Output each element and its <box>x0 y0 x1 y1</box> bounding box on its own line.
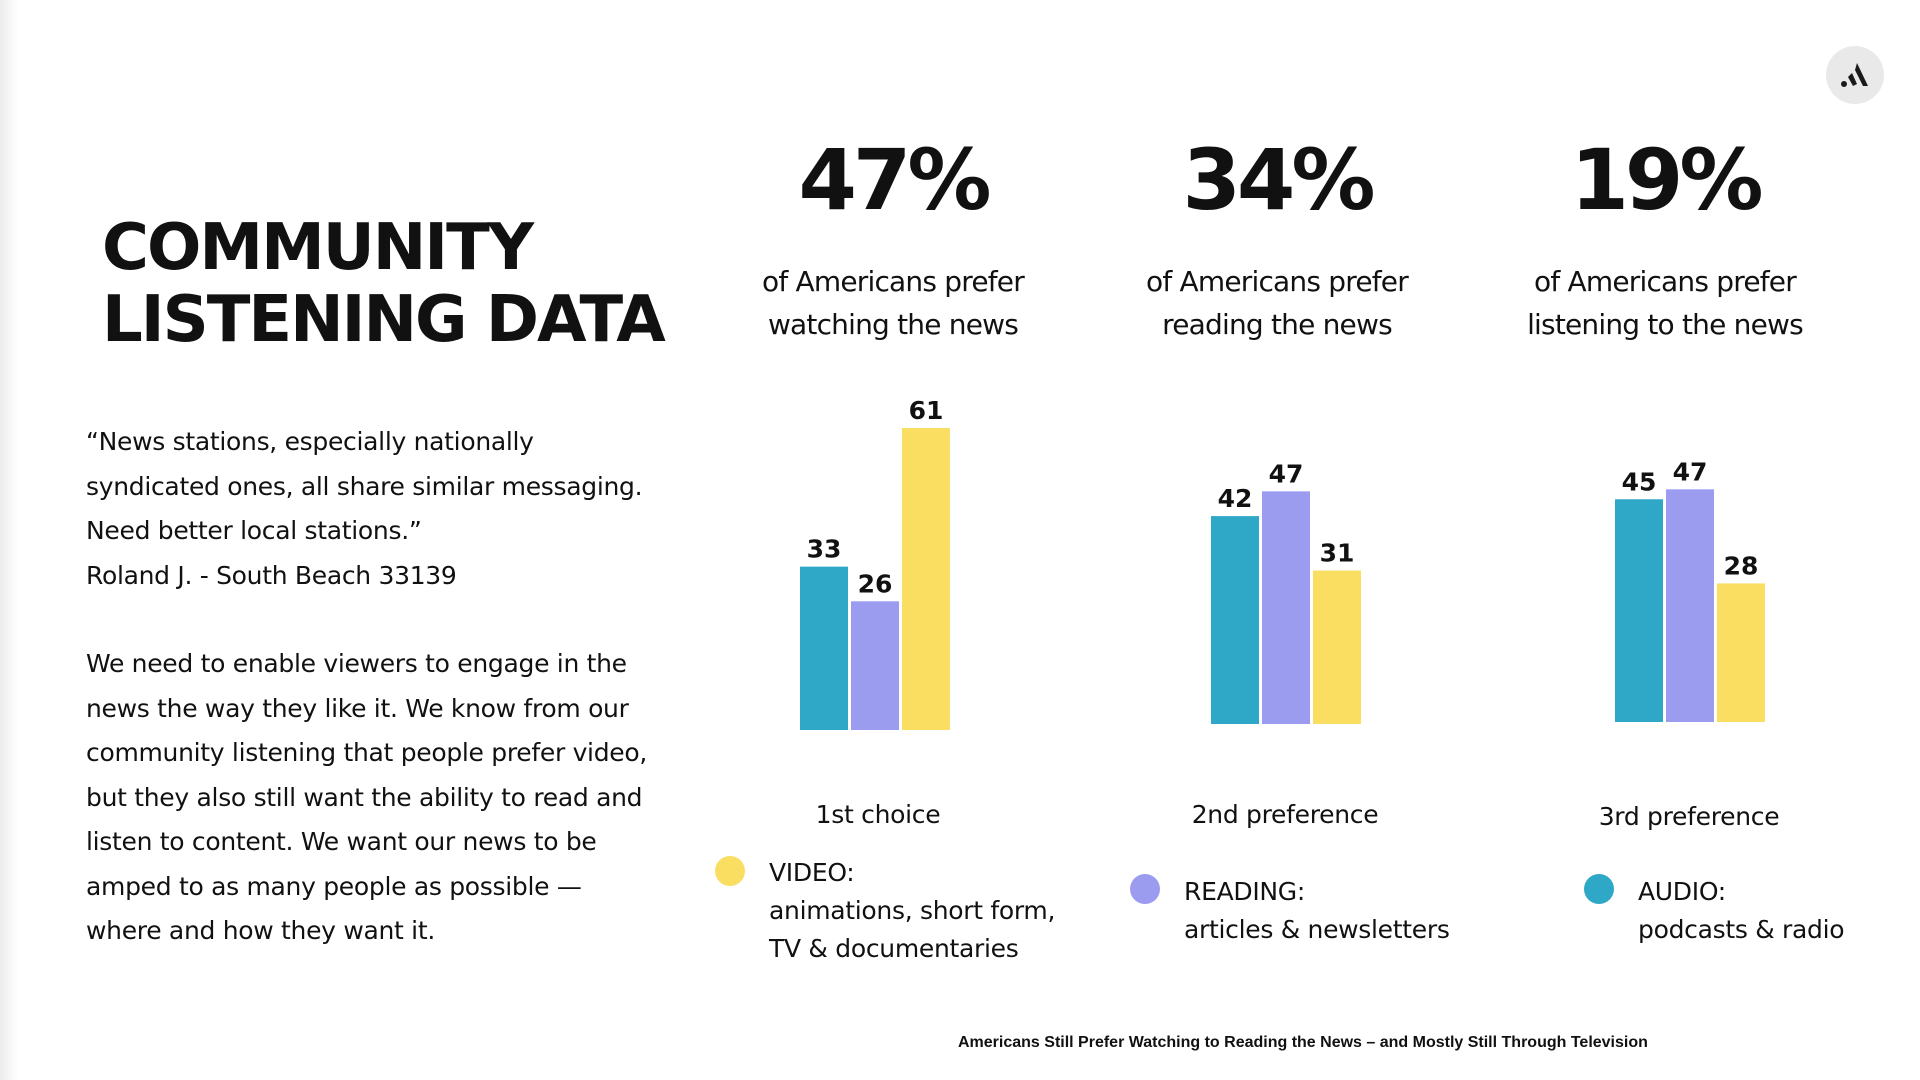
bar-chart-1: 33 26 61 <box>800 396 950 730</box>
body-line: community listening that people prefer v… <box>86 738 648 767</box>
caption-line: watching the news <box>767 308 1019 341</box>
data-label: 47 <box>1269 459 1304 488</box>
data-label: 45 <box>1622 467 1657 496</box>
stat-caption-reading: of Americans prefer reading the news <box>1107 260 1447 346</box>
legend-line: animations, short form, <box>769 896 1056 925</box>
stat-percent-reading: 34% <box>1182 131 1375 229</box>
legend-dot-reading <box>1130 874 1160 904</box>
stat-caption-watching: of Americans prefer watching the news <box>723 260 1063 346</box>
page-title: COMMUNITY LISTENING DATA <box>102 211 666 357</box>
title-line: LISTENING DATA <box>102 283 666 357</box>
caption-line: reading the news <box>1162 308 1393 341</box>
data-label: 28 <box>1724 551 1759 580</box>
bar-video <box>902 428 950 730</box>
quote-line: syndicated ones, all share similar messa… <box>86 471 643 501</box>
data-label: 47 <box>1673 457 1708 486</box>
body-line: news the way they like it. We know from … <box>86 693 629 723</box>
bar-reading <box>1262 491 1310 724</box>
bar-chart-2: 42 47 31 <box>1211 459 1361 724</box>
caption-line: of Americans prefer <box>762 265 1025 298</box>
chart-label-3rd-preference: 3rd preference <box>1598 802 1780 831</box>
legend-dot-video <box>715 856 745 886</box>
body-line: but they also still want the ability to … <box>86 782 643 812</box>
brand-logo-icon[interactable] <box>1826 46 1884 104</box>
title-line: COMMUNITY <box>102 211 534 285</box>
customer-quote: “News stations, especially nationally sy… <box>86 420 686 598</box>
source-citation: Americans Still Prefer Watching to Readi… <box>958 1034 1648 1051</box>
left-edge-shade <box>0 0 18 1080</box>
bar-reading <box>851 601 899 730</box>
legend-line: TV & documentaries <box>769 934 1019 963</box>
body-line: We need to enable viewers to engage in t… <box>86 649 627 678</box>
chart-label-2nd-preference: 2nd preference <box>1191 800 1379 829</box>
bar-video <box>1313 570 1361 724</box>
legend-line: VIDEO: <box>769 858 855 887</box>
data-label: 33 <box>807 535 842 564</box>
data-label: 61 <box>909 396 944 425</box>
caption-line: of Americans prefer <box>1534 265 1797 298</box>
bar-audio <box>1615 499 1663 722</box>
bar-audio <box>800 566 848 730</box>
caption-line: of Americans prefer <box>1146 265 1409 298</box>
legend-reading: READING: articles & newsletters <box>1184 873 1450 949</box>
brand-logo-glyph <box>1841 63 1868 87</box>
body-line: where and how they want it. <box>86 916 435 945</box>
quote-line: “News stations, especially nationally <box>86 427 534 456</box>
legend-line: podcasts & radio <box>1638 915 1845 944</box>
legend-line: AUDIO: <box>1638 877 1726 906</box>
stat-percent-watching: 47% <box>798 131 991 229</box>
legend-video: VIDEO: animations, short form, TV & docu… <box>769 854 1055 968</box>
caption-line: listening to the news <box>1527 308 1804 341</box>
data-label: 42 <box>1218 484 1253 513</box>
legend-audio: AUDIO: podcasts & radio <box>1638 873 1845 949</box>
bar-reading <box>1666 489 1714 722</box>
bar-video <box>1717 583 1765 722</box>
legend-line: READING: <box>1184 877 1305 906</box>
legend-dot-audio <box>1584 874 1614 904</box>
chart-label-1st-choice: 1st choice <box>815 800 941 829</box>
quote-attribution: Roland J. - South Beach 33139 <box>86 560 457 590</box>
stat-caption-listening: of Americans prefer listening to the new… <box>1495 260 1835 346</box>
data-label: 26 <box>858 569 893 598</box>
body-line: listen to content. We want our news to b… <box>86 827 597 856</box>
legend-line: articles & newsletters <box>1184 915 1450 944</box>
quote-line: Need better local stations.” <box>86 516 422 545</box>
stat-percent-listening: 19% <box>1570 131 1763 229</box>
body-line: amped to as many people as possible — <box>86 871 582 901</box>
bar-audio <box>1211 516 1259 724</box>
bar-chart-3: 45 47 28 <box>1615 457 1765 722</box>
body-paragraph: We need to enable viewers to engage in t… <box>86 642 686 954</box>
data-label: 31 <box>1320 539 1355 568</box>
